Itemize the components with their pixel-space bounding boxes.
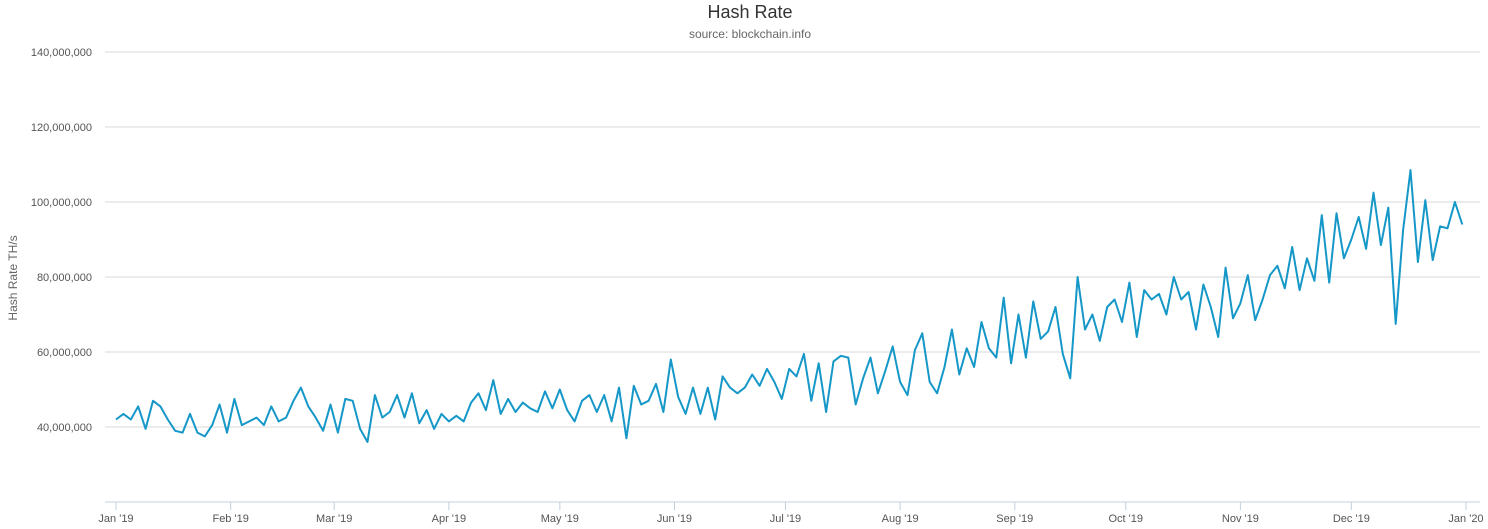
series-layer	[115, 169, 1464, 443]
hash-rate-line	[115, 169, 1464, 443]
x-tick-label: Jan '20	[1448, 513, 1483, 525]
y-tick-label: 140,000,000	[31, 47, 92, 59]
x-tick-label: Jan '19	[98, 513, 133, 525]
x-tick-label: Dec '19	[1333, 513, 1370, 525]
x-axis-ticks: Jan '19 Feb '19 Mar '19 Apr '19 May '19 Jun '…	[98, 501, 1484, 525]
y-tick-label: 100,000,000	[31, 197, 92, 209]
y-tick-label: 60,000,000	[37, 347, 92, 359]
x-tick-label: Mar '19	[316, 513, 352, 525]
x-tick-label: Nov '19	[1222, 513, 1259, 525]
y-axis-ticks: 40,000,000 60,000,000 80,000,000 100,000,00…	[31, 47, 92, 434]
x-tick-label: Feb '19	[212, 513, 248, 525]
gridlines	[105, 51, 1480, 428]
chart-subtitle: source: blockchain.info	[689, 27, 811, 41]
x-tick-label: Aug '19	[882, 513, 919, 525]
x-tick-label: May '19	[541, 513, 579, 525]
x-tick-label: Oct '19	[1108, 513, 1143, 525]
x-tick-label: Apr '19	[432, 513, 467, 525]
chart-title: Hash Rate	[707, 2, 792, 22]
x-tick-label: Jun '19	[657, 513, 692, 525]
x-tick-label: Sep '19	[996, 513, 1033, 525]
x-tick-label: Jul '19	[770, 513, 801, 525]
y-tick-label: 80,000,000	[37, 272, 92, 284]
y-tick-label: 40,000,000	[37, 422, 92, 434]
y-axis-label: Hash Rate TH/s	[6, 235, 20, 320]
y-tick-label: 120,000,000	[31, 122, 92, 134]
